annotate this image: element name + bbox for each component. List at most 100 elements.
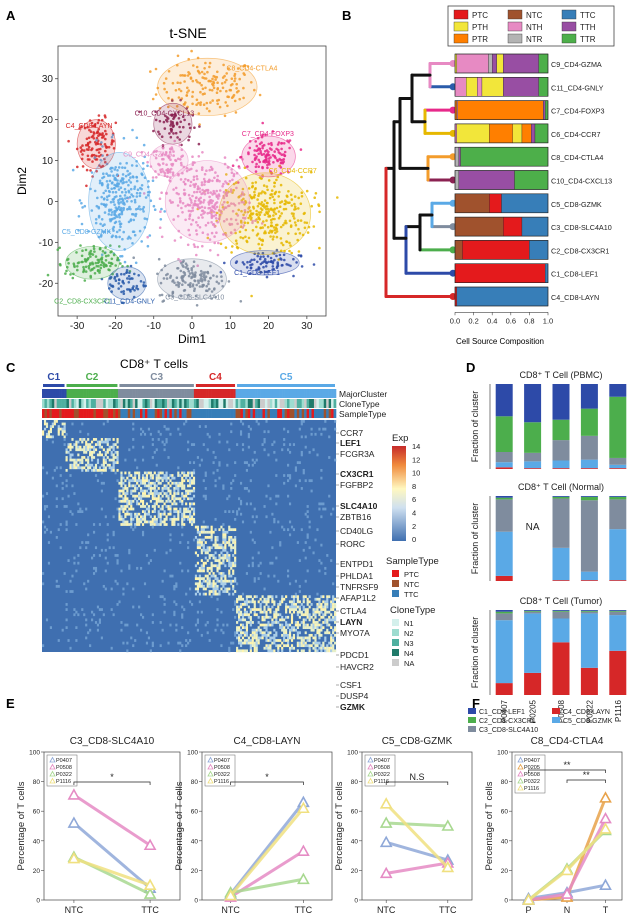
tsne-point — [187, 71, 190, 74]
heatmap-cell — [122, 499, 125, 503]
composition-row-label: C10_CD4-CXCL13 — [551, 177, 612, 186]
tsne-point — [169, 135, 173, 139]
heatmap-cell — [157, 438, 160, 441]
heatmap-cell — [143, 512, 147, 516]
heatmap-cell — [179, 499, 182, 503]
heatmap-cell — [45, 528, 49, 532]
heatmap-cell — [255, 613, 258, 617]
panel-label-f: F — [472, 696, 480, 711]
heatmap-cell — [151, 644, 154, 648]
heatmap-cell — [234, 543, 237, 547]
heatmap-cell — [228, 574, 231, 578]
tsne-point — [211, 77, 214, 81]
line-chart-y-tick-label: 20 — [191, 868, 199, 875]
heatmap-cell — [208, 592, 211, 596]
heatmap-cell — [304, 595, 307, 599]
heatmap-cell — [222, 554, 225, 557]
sample-type-cell — [203, 409, 207, 418]
heatmap-cell — [232, 554, 235, 557]
heatmap-cell — [120, 481, 123, 485]
heatmap-cell — [245, 626, 248, 629]
clone-type-cell — [274, 399, 278, 408]
major-cluster-cell — [333, 389, 337, 398]
heatmap-cell — [308, 644, 311, 648]
tsne-point — [277, 195, 281, 198]
clone-type-cell — [171, 399, 175, 408]
fraction-ylabel: Fraction of cluster — [470, 391, 480, 463]
tsne-point — [236, 67, 240, 70]
heatmap-cell — [151, 613, 154, 617]
heatmap-cell — [183, 507, 186, 511]
heatmap-cell — [322, 641, 325, 645]
tsne-point — [314, 192, 318, 195]
tsne-point — [312, 225, 316, 228]
heatmap-cell — [271, 621, 274, 624]
heatmap-cell — [334, 610, 337, 614]
tsne-point — [223, 74, 226, 78]
heatmap-cell — [57, 425, 60, 428]
tsne-point — [286, 195, 289, 198]
sample-type-cell — [159, 409, 163, 418]
clone-type-cell — [269, 399, 273, 408]
major-cluster-cell — [242, 389, 246, 398]
heatmap-cell — [332, 618, 335, 622]
heatmap-cell — [245, 649, 248, 653]
heatmap-cell — [165, 494, 168, 498]
major-cluster-cell — [189, 389, 192, 398]
heatmap-cell — [277, 621, 280, 624]
tsne-point — [197, 112, 201, 115]
legend-swatch-ntr — [507, 33, 523, 44]
heatmap-cell — [149, 520, 152, 524]
major-cluster-cell — [176, 389, 180, 398]
tsne-point — [157, 162, 160, 166]
tsne-point — [204, 86, 207, 90]
heatmap-cell — [287, 528, 290, 532]
heatmap-cell — [169, 505, 172, 508]
tsne-point — [267, 210, 271, 213]
sample-type-cell — [83, 409, 87, 418]
heatmap-cell — [118, 507, 121, 511]
heatmap-cell — [243, 603, 247, 606]
tsne-point — [223, 156, 227, 159]
line-chart-y-tick-label: 0 — [194, 898, 198, 905]
heatmap-cell — [83, 445, 86, 449]
heatmap-cell — [124, 623, 127, 627]
tsne-point — [104, 160, 107, 164]
heatmap-cell — [251, 515, 254, 519]
heatmap-cell — [326, 631, 329, 635]
heatmap-cell — [128, 548, 131, 552]
heatmap-cell — [216, 597, 219, 601]
heatmap-cell — [249, 427, 252, 431]
tsne-x-tick-label: 20 — [263, 321, 275, 332]
heatmap-cell — [251, 597, 254, 601]
heatmap-cell — [206, 546, 209, 550]
heatmap-cell — [202, 569, 205, 573]
fraction-segment — [524, 468, 542, 469]
heatmap-cell — [196, 610, 199, 614]
tsne-point — [300, 175, 303, 179]
heatmap-cell — [73, 561, 76, 565]
heatmap-cell — [185, 489, 188, 493]
heatmap-cell — [49, 626, 52, 629]
tsne-point — [205, 107, 209, 110]
tsne-point — [257, 147, 260, 150]
heatmap-cell — [216, 559, 219, 562]
tsne-point — [263, 199, 267, 202]
sample-type-cell — [78, 409, 82, 418]
heatmap-cell — [310, 626, 313, 629]
sample-type-cell — [46, 409, 50, 418]
heatmap-cluster-bar — [43, 384, 65, 387]
heatmap-cell — [118, 494, 121, 498]
fraction-segment — [495, 462, 513, 468]
heatmap-cell — [118, 499, 121, 503]
heatmap-cell — [236, 621, 239, 624]
heatmap-cell — [100, 468, 103, 472]
heatmap-cell — [149, 499, 152, 503]
heatmap-cell — [110, 587, 113, 591]
tsne-point — [193, 126, 196, 129]
heatmap-cell — [202, 592, 205, 596]
sample-type-cell — [113, 409, 116, 418]
heatmap-cell — [130, 505, 133, 508]
sample-type-cell — [296, 409, 300, 418]
heatmap-cell — [200, 566, 203, 570]
